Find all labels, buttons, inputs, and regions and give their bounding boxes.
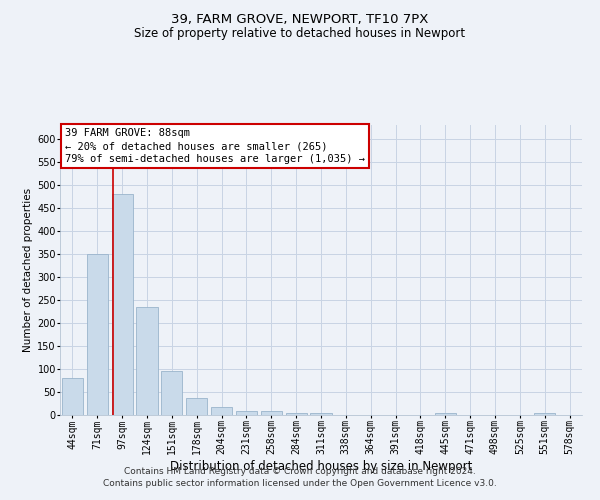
Bar (286, 412, 307, 415)
Bar (186, 398, 207, 415)
Text: Contains HM Land Registry data © Crown copyright and database right 2024.
Contai: Contains HM Land Registry data © Crown c… (103, 466, 497, 487)
Text: 39 FARM GROVE: 88sqm
← 20% of detached houses are smaller (265)
79% of semi-deta: 39 FARM GROVE: 88sqm ← 20% of detached h… (65, 128, 365, 164)
Bar (534, 412, 555, 415)
Bar (62, 378, 83, 415)
Text: 39, FARM GROVE, NEWPORT, TF10 7PX: 39, FARM GROVE, NEWPORT, TF10 7PX (172, 12, 428, 26)
X-axis label: Distribution of detached houses by size in Newport: Distribution of detached houses by size … (170, 460, 472, 473)
Bar (87, 254, 108, 415)
Bar (236, 412, 257, 415)
Bar (136, 307, 158, 415)
Bar (261, 412, 282, 415)
Y-axis label: Number of detached properties: Number of detached properties (23, 188, 33, 352)
Bar (211, 407, 232, 415)
Bar (161, 372, 182, 415)
Bar (310, 413, 332, 415)
Bar (112, 194, 133, 415)
Text: Size of property relative to detached houses in Newport: Size of property relative to detached ho… (134, 28, 466, 40)
Bar (435, 412, 456, 415)
